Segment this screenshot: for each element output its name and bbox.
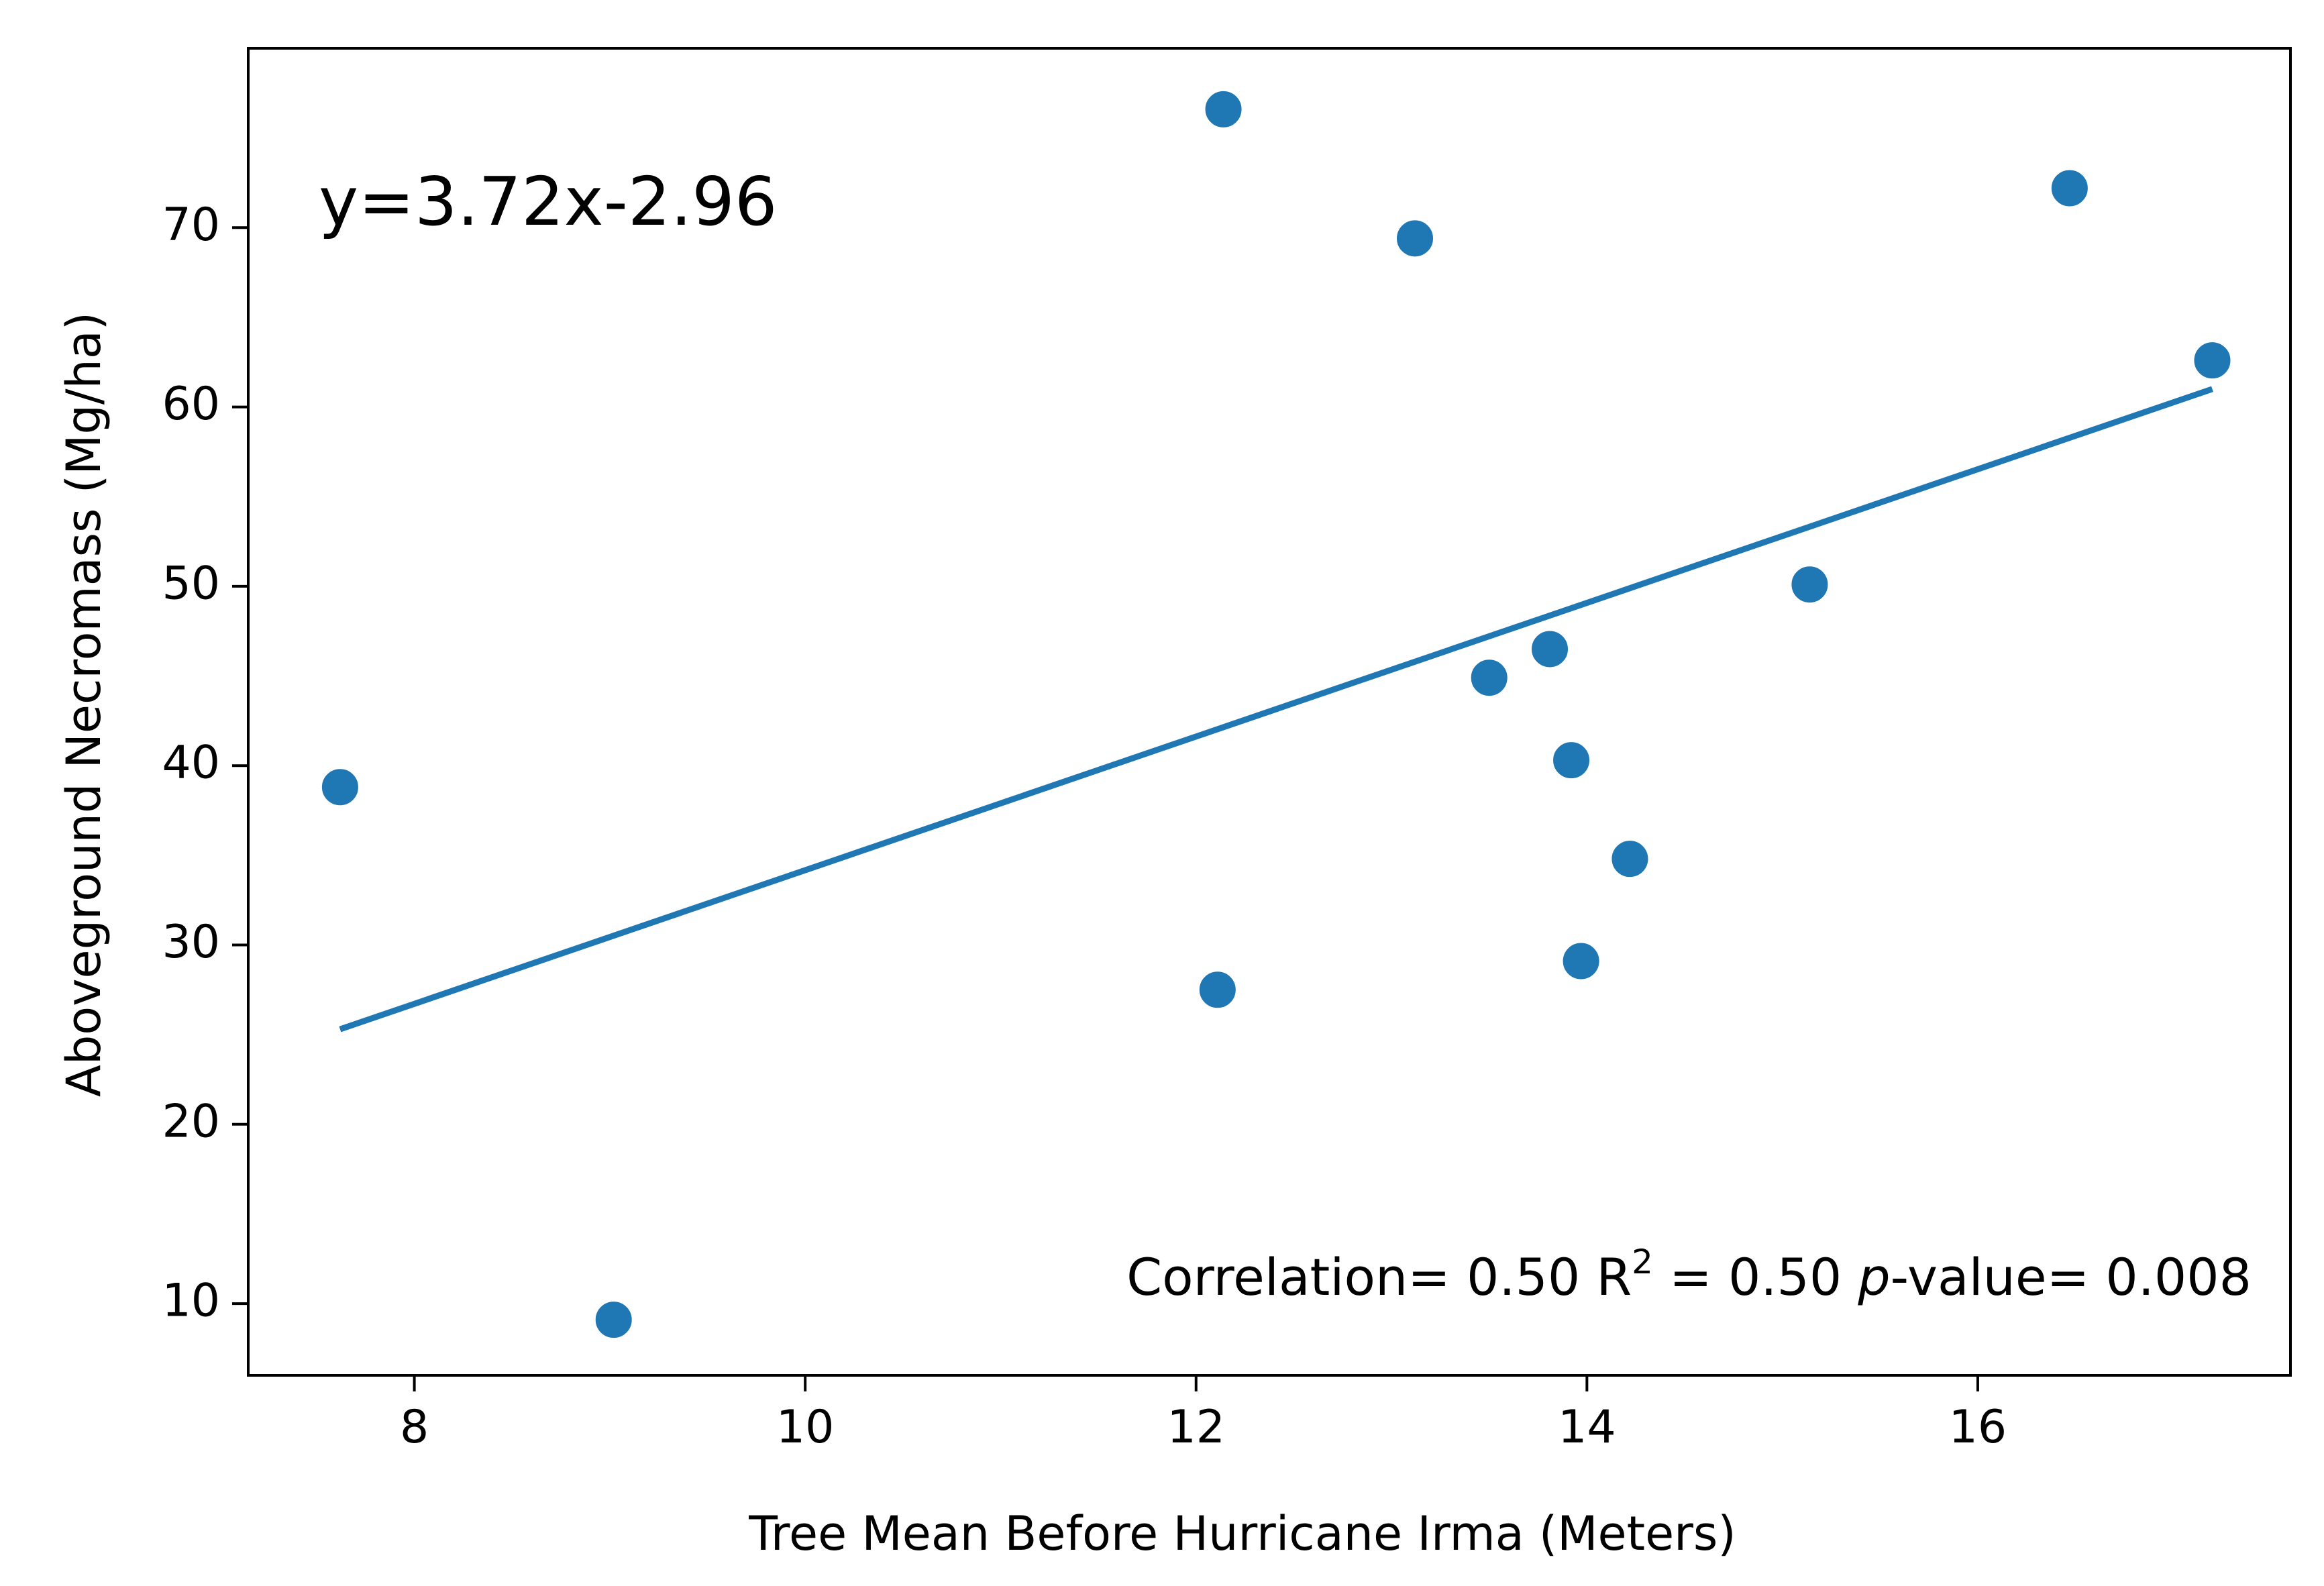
p-value-text: -value= 0.008 [1891,1247,2252,1307]
scatter-point [592,1299,635,1341]
y-tick-label: 40 [162,737,220,790]
plot-frame [247,47,2292,1377]
y-axis-label: Aboveground Necromass (Mg/ha) [56,312,111,1097]
data-points [319,88,2233,1341]
p-symbol: p [1857,1247,1890,1307]
scatter-point [1196,969,1238,1011]
correlation-text: Correlation= 0.50 R [1126,1247,1632,1307]
scatter-point [1550,739,1593,782]
scatter-point [1789,564,1831,606]
y-axis-label-group: Aboveground Necromass (Mg/ha) [56,312,111,1097]
y-tick-label: 10 [162,1275,220,1328]
y-tick-label: 20 [162,1095,220,1148]
scatter-point [1394,217,1436,260]
x-tick-label: 8 [400,1401,429,1454]
y-tick-label: 60 [162,378,220,431]
y-tick-label: 30 [162,916,220,969]
x-tick-label: 10 [776,1401,835,1454]
x-axis-label: Tree Mean Before Hurricane Irma (Meters) [748,1506,1736,1561]
scatter-point [1468,657,1510,699]
scatter-point [2191,339,2233,382]
r2-superscript: 2 [1632,1243,1653,1281]
x-tick-label: 14 [1558,1401,1616,1454]
regression-line [339,386,2213,1033]
scatter-point [1560,940,1602,982]
fit-line-group [339,386,2213,1033]
regression-equation: y=3.72x-2.96 [319,162,778,241]
scatter-point [1202,88,1245,130]
axis-ticks: 8 10 12 14 16 10 20 30 40 50 60 70 [162,199,2007,1454]
r2-text: = 0.50 [1653,1247,1858,1307]
scatter-point [1529,628,1571,670]
y-tick-label: 70 [162,199,220,252]
scatter-point [319,766,361,808]
stats-annotation: Correlation= 0.50 R2 = 0.50 p-value= 0.0… [1126,1243,2252,1307]
x-tick-label: 12 [1167,1401,1225,1454]
scatter-point [2048,167,2091,209]
y-tick-label: 50 [162,557,220,610]
x-tick-label: 16 [1949,1401,2007,1454]
scatter-point [1609,838,1651,880]
